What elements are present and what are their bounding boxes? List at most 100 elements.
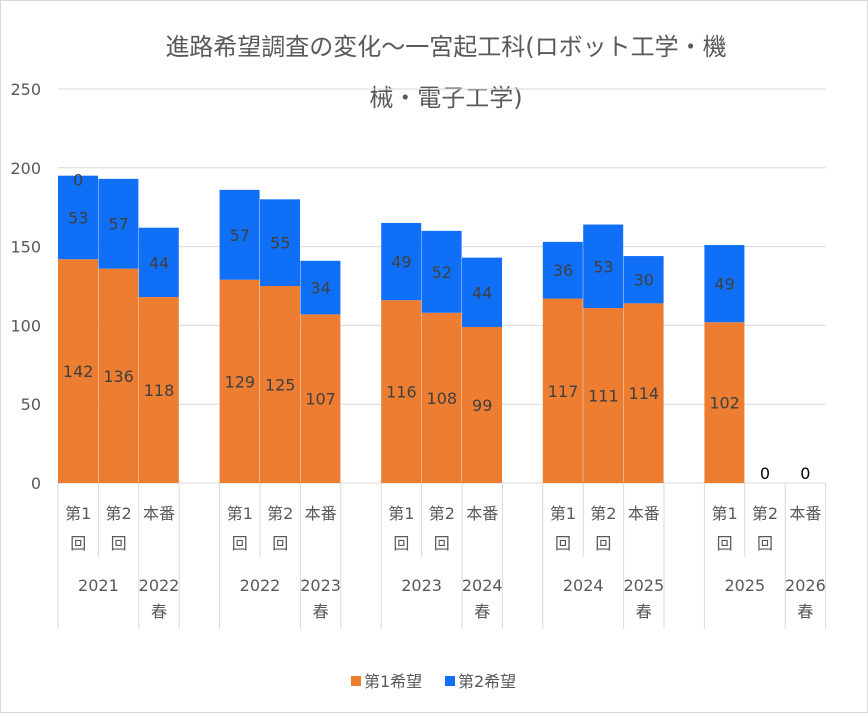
y-tick-label: 250 (10, 80, 41, 99)
bar-first-choice (542, 298, 583, 483)
data-label-second-choice: 57 (108, 215, 128, 234)
x-group-label: 2022 (139, 576, 180, 595)
x-subcategory-label: 回 (434, 534, 450, 553)
data-label-second-choice: 57 (230, 226, 250, 245)
data-label-first-choice: 111 (588, 387, 619, 406)
legend: 第1希望 第2希望 (351, 672, 516, 691)
x-subcategory-label: 回 (393, 534, 409, 553)
x-subcategory-label: 回 (70, 534, 86, 553)
chart-title-line-2: 械・電子工学) (369, 84, 522, 112)
bar-second-choice (704, 245, 745, 323)
x-group-label: 2023 (300, 576, 341, 595)
bar-first-choice (98, 268, 139, 483)
bar-first-choice (138, 297, 179, 483)
bar-second-choice (462, 257, 502, 327)
data-label-second-choice: 44 (149, 253, 169, 272)
x-group-label-suffix: 春 (636, 602, 652, 621)
bar-second-choice (98, 178, 139, 269)
bar-second-choice (219, 189, 260, 280)
x-subcategory-label: 回 (111, 534, 127, 553)
x-subcategory-label: 第2 (590, 504, 616, 523)
x-subcategory-label: 回 (232, 534, 248, 553)
bar-first-choice (219, 279, 260, 483)
data-label-first-choice: 114 (629, 384, 660, 403)
bar-second-choice (623, 256, 664, 304)
data-label-first-choice: 117 (548, 382, 579, 401)
x-group-label: 2026 (785, 576, 826, 595)
x-group-label-suffix: 春 (151, 602, 167, 621)
data-label-first-choice: 125 (265, 376, 296, 395)
bar-second-choice (542, 241, 583, 299)
x-subcategory-label: 第1 (388, 504, 414, 523)
data-label-second-choice: 49 (714, 275, 734, 294)
y-tick-label: 0 (31, 474, 41, 493)
bar-first-choice (260, 286, 300, 483)
bar-first-choice (300, 314, 341, 483)
data-label-extra: 0 (73, 171, 83, 190)
x-subcategory-label: 本番 (628, 504, 660, 523)
x-subcategory-label: 第1 (65, 504, 91, 523)
bar-second-choice (381, 222, 422, 301)
x-subcategory-label: 回 (757, 534, 773, 553)
x-subcategory-label: 第2 (106, 504, 132, 523)
data-label-second-choice: 30 (634, 271, 654, 290)
x-subcategory-label: 第1 (712, 504, 738, 523)
data-label-second-choice: 55 (270, 234, 290, 253)
bar-series: 142 53 0 136 57 118 44 129 57 125 55 107 34 116 49 108 5… (58, 171, 810, 483)
data-label-first-choice: 102 (709, 394, 740, 413)
x-group-label-suffix: 春 (797, 602, 813, 621)
data-label-first-choice: 99 (472, 396, 492, 415)
data-label-first-choice: 129 (225, 372, 256, 391)
bar-second-choice (260, 199, 300, 286)
bar-first-choice (58, 259, 98, 483)
y-tick-label: 100 (10, 316, 41, 335)
x-group-label: 2022 (240, 576, 281, 595)
bar-second-choice (58, 175, 98, 260)
y-tick-label: 50 (21, 395, 41, 414)
x-subcategory-label: 本番 (466, 504, 498, 523)
x-subcategory-label: 第2 (752, 504, 778, 523)
x-subcategory-label: 回 (272, 534, 288, 553)
data-label-second-choice: 0 (760, 464, 770, 483)
x-subcategory-label: 回 (555, 534, 571, 553)
data-label-first-choice: 116 (386, 383, 417, 402)
bar-first-choice (421, 312, 462, 483)
x-subcategory-label: 回 (717, 534, 733, 553)
data-label-first-choice: 136 (103, 367, 134, 386)
x-subcategory-label: 第1 (550, 504, 576, 523)
legend-swatch (445, 676, 455, 686)
bar-first-choice (381, 300, 422, 483)
bar-second-choice (583, 224, 624, 309)
x-group-label: 2024 (563, 576, 604, 595)
x-group-label: 2021 (78, 576, 119, 595)
x-group-label-suffix: 春 (474, 602, 490, 621)
x-group-label-suffix: 春 (313, 602, 329, 621)
legend-label: 第1希望 (364, 672, 422, 691)
x-group-label: 2024 (462, 576, 503, 595)
data-label-second-choice: 53 (593, 257, 613, 276)
x-subcategory-label: 本番 (143, 504, 175, 523)
y-tick-label: 200 (10, 159, 41, 178)
data-label-second-choice: 49 (391, 253, 411, 272)
x-subcategory-label: 第1 (227, 504, 253, 523)
data-label-second-choice: 53 (68, 208, 88, 227)
x-subcategory-label: 本番 (305, 504, 337, 523)
bar-second-choice (421, 230, 462, 313)
legend-swatch (351, 676, 361, 686)
bar-first-choice (623, 303, 664, 483)
data-label-first-choice: 118 (144, 381, 175, 400)
x-group-label: 2025 (623, 576, 664, 595)
bar-first-choice (462, 326, 502, 483)
legend-label: 第2希望 (458, 672, 516, 691)
bar-second-choice (138, 227, 179, 298)
chart-title-line-1: 進路希望調査の変化～一宮起工科(ロボット工学・機 (165, 33, 726, 61)
y-axis: 0 50 100 150 200 250 (10, 80, 41, 493)
bar-first-choice (704, 322, 745, 483)
data-label-first-choice: 142 (63, 362, 94, 381)
data-label-second-choice: 52 (432, 263, 452, 282)
x-group-label: 2023 (401, 576, 442, 595)
data-label-second-choice: 44 (472, 283, 492, 302)
